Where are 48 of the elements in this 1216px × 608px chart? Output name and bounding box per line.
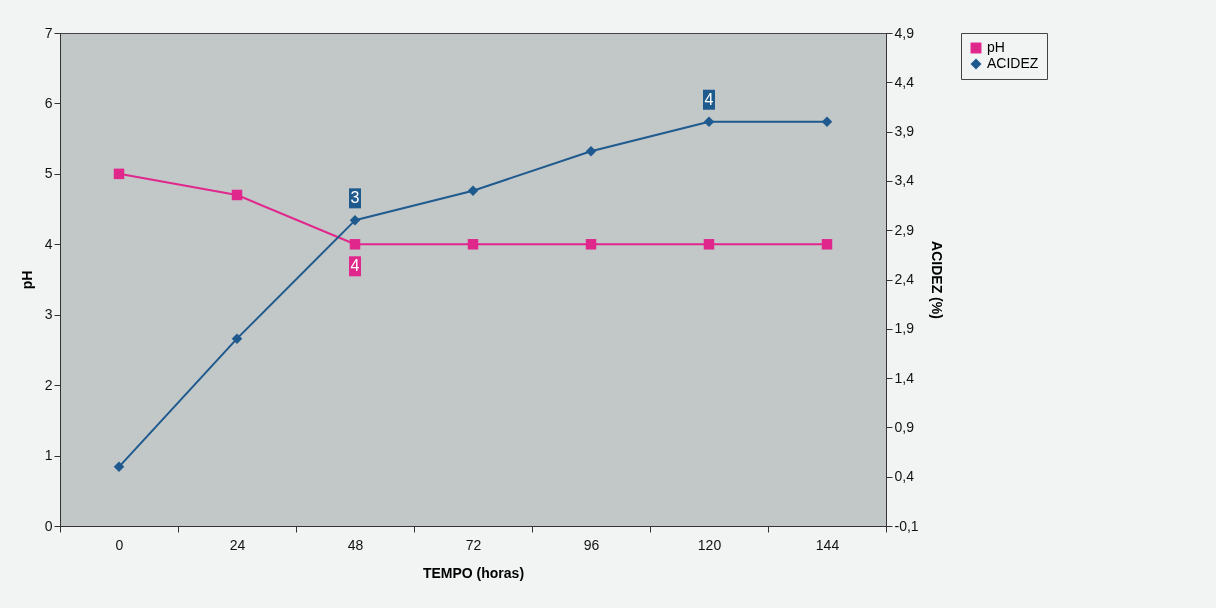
y2-tick-label: 3,9 — [894, 123, 915, 140]
point — [821, 239, 833, 250]
y2-tick-label: 0,4 — [894, 468, 915, 485]
point — [467, 185, 479, 196]
y2-tick-label: 1,9 — [894, 320, 915, 337]
point — [349, 215, 361, 226]
y2-tick-label: 2,9 — [894, 221, 915, 238]
x-tick-label: 72 — [465, 536, 482, 553]
point — [231, 333, 243, 344]
y2-tick-label: 1,4 — [894, 369, 915, 386]
legend-label: ACIDEZ — [987, 55, 1039, 71]
point — [585, 146, 597, 157]
y-axis-title: pH — [18, 270, 35, 290]
point — [467, 239, 479, 250]
point — [703, 116, 715, 127]
point — [821, 116, 833, 127]
y-tick-label: 4 — [44, 235, 53, 252]
x-tick-label: 96 — [583, 536, 600, 553]
legend-label: pH — [987, 39, 1005, 55]
point — [113, 461, 125, 473]
y-tick-label: 5 — [44, 165, 53, 182]
y-tick-label: 2 — [44, 376, 53, 393]
x-tick-label: 144 — [815, 536, 840, 553]
y-tick-label: 6 — [44, 94, 53, 111]
point — [113, 168, 125, 180]
y2-tick-label: 0,9 — [894, 418, 915, 435]
x-tick-label: 48 — [347, 536, 364, 553]
x-tick-label: 24 — [229, 536, 246, 553]
y2-tick-label: -0,1 — [894, 517, 919, 534]
y2-tick-label: 4,4 — [894, 73, 915, 90]
y-tick-label: 7 — [44, 24, 53, 41]
x-axis-title: TEMPO (horas) — [422, 564, 525, 581]
data-label: 3 — [350, 189, 360, 207]
y2-axis-title: ACIDEZ (%) — [928, 241, 945, 319]
x-tick-label: 0 — [115, 536, 124, 553]
point — [231, 189, 243, 201]
y2-tick-label: 2,4 — [894, 271, 915, 287]
y2-tick-label: 4,9 — [894, 24, 915, 41]
point — [349, 239, 361, 250]
y-tick-label: 3 — [44, 306, 53, 323]
point — [703, 239, 715, 250]
data-label: 4 — [350, 257, 360, 275]
x-tick-label: 120 — [697, 536, 722, 553]
data-label: 4 — [704, 90, 714, 108]
point — [585, 239, 597, 250]
y2-tick-label: 3,4 — [894, 172, 915, 189]
y-tick-label: 0 — [44, 517, 53, 534]
y-tick-label: 1 — [44, 447, 53, 464]
